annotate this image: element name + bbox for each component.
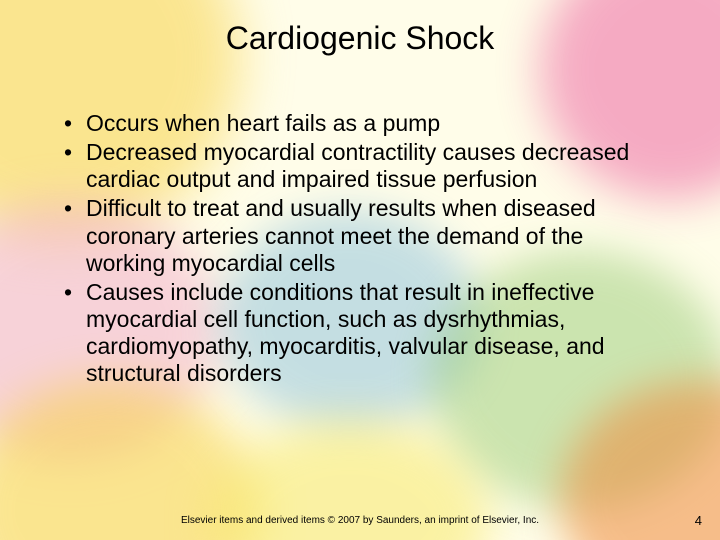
bullet-item: Occurs when heart fails as a pump [60, 110, 660, 137]
copyright-footer: Elsevier items and derived items © 2007 … [0, 515, 720, 526]
slide-body: Occurs when heart fails as a pumpDecreas… [60, 110, 660, 389]
slide: Cardiogenic Shock Occurs when heart fail… [0, 0, 720, 540]
bullet-item: Decreased myocardial contractility cause… [60, 139, 660, 193]
bullet-item: Causes include conditions that result in… [60, 279, 660, 388]
bullet-item: Difficult to treat and usually results w… [60, 195, 660, 276]
bullet-list: Occurs when heart fails as a pumpDecreas… [60, 110, 660, 387]
page-number: 4 [695, 513, 702, 528]
slide-title: Cardiogenic Shock [0, 20, 720, 57]
